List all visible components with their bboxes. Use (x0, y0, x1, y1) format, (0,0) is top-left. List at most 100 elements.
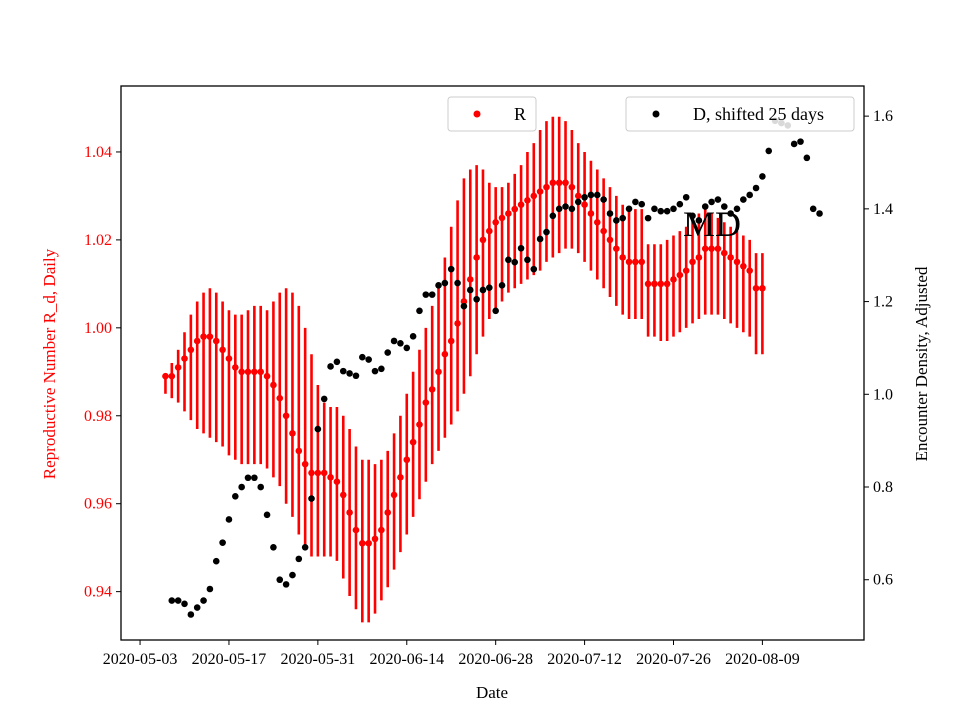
r-point (613, 245, 620, 252)
x-axis: 2020-05-03 2020-05-17 2020-05-31 2020-06-14… (103, 640, 800, 668)
d-point (562, 203, 569, 210)
d-point (619, 214, 626, 222)
d-point (644, 214, 652, 222)
r-point (746, 267, 753, 274)
r-point (359, 539, 366, 547)
y-right-tick-label: 1.6 (873, 108, 893, 125)
r-point (409, 438, 417, 446)
d-point (359, 353, 366, 361)
r-point (473, 254, 480, 261)
y-left-tick-label: 1.00 (84, 320, 112, 337)
r-point (251, 368, 258, 376)
r-point (530, 192, 538, 200)
r-point (568, 183, 576, 191)
x-tick-label: 2020-07-12 (547, 651, 622, 668)
r-point (701, 245, 709, 252)
y-left-tick-label: 0.98 (84, 408, 112, 425)
d-point (606, 210, 614, 217)
d-point (352, 372, 360, 380)
r-point (714, 245, 722, 252)
d-point (314, 425, 322, 433)
d-point (460, 302, 468, 310)
d-point (492, 307, 499, 315)
d-point (733, 205, 741, 213)
r-point (187, 346, 195, 354)
d-point (365, 356, 372, 363)
r-point (498, 214, 506, 222)
r-point (727, 254, 734, 261)
legend-r-box (447, 96, 537, 132)
d-point (454, 279, 461, 287)
r-point (333, 478, 341, 486)
d-point (486, 284, 493, 291)
r-point (549, 179, 557, 187)
r-point (752, 284, 760, 292)
d-point (790, 140, 798, 148)
r-point (301, 460, 309, 468)
y-right-tick-label: 0.8 (873, 479, 893, 496)
r-point (524, 197, 531, 204)
r-point (168, 372, 176, 380)
d-point (803, 154, 811, 162)
r-point (676, 271, 684, 279)
r-point (517, 201, 525, 209)
d-point (181, 600, 188, 608)
d-point (740, 196, 747, 203)
d-point (378, 365, 385, 373)
r-point (339, 491, 347, 499)
r-point (663, 280, 671, 288)
d-point (244, 474, 252, 482)
d-point (746, 191, 753, 199)
d-point (397, 339, 404, 347)
d-point (498, 282, 506, 289)
x-tick-label: 2020-06-28 (458, 651, 533, 668)
r-point (651, 280, 658, 288)
y-axis-right-title: Encounter Density, Adjusted (912, 266, 931, 461)
r-point (193, 337, 201, 345)
d-point (727, 210, 734, 217)
d-point (663, 207, 671, 215)
d-point (473, 295, 480, 303)
r-point (162, 372, 169, 380)
r-point (384, 509, 392, 516)
d-point (701, 203, 709, 210)
d-point (797, 138, 804, 145)
d-point (308, 495, 315, 502)
r-point (257, 368, 265, 376)
x-tick-label: 2020-05-03 (103, 651, 178, 668)
d-point (371, 367, 379, 375)
d-point (333, 358, 341, 366)
d-point (327, 363, 334, 370)
d-point (295, 555, 303, 563)
d-point (409, 333, 417, 340)
r-point (276, 394, 284, 402)
r-point (212, 337, 220, 345)
r-point (346, 509, 353, 516)
state-annotation: MD (683, 204, 741, 244)
d-point (581, 193, 588, 201)
r-point (428, 386, 436, 393)
d-point (765, 147, 773, 155)
d-point (651, 205, 658, 213)
r-point (422, 399, 430, 406)
r-point (174, 364, 182, 371)
y-axis-left: 0.94 0.96 0.98 1.00 1.02 1.04 (84, 144, 121, 601)
r-point (638, 258, 646, 266)
d-point (549, 212, 557, 220)
d-point (670, 205, 677, 213)
d-point (574, 198, 582, 206)
d-point (301, 543, 309, 551)
d-point (428, 291, 436, 298)
r-point (593, 219, 601, 226)
d-point (435, 282, 442, 289)
d-point (511, 258, 519, 266)
r-point (606, 236, 614, 244)
r-point (454, 320, 461, 327)
r-point (371, 535, 379, 543)
d-point (416, 307, 423, 315)
r-point (282, 412, 290, 420)
d-point (206, 585, 214, 593)
r-point (416, 421, 423, 428)
